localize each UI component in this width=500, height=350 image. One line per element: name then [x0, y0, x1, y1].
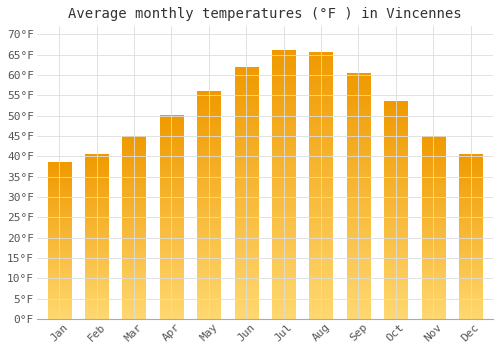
Title: Average monthly temperatures (°F ) in Vincennes: Average monthly temperatures (°F ) in Vi…	[68, 7, 462, 21]
